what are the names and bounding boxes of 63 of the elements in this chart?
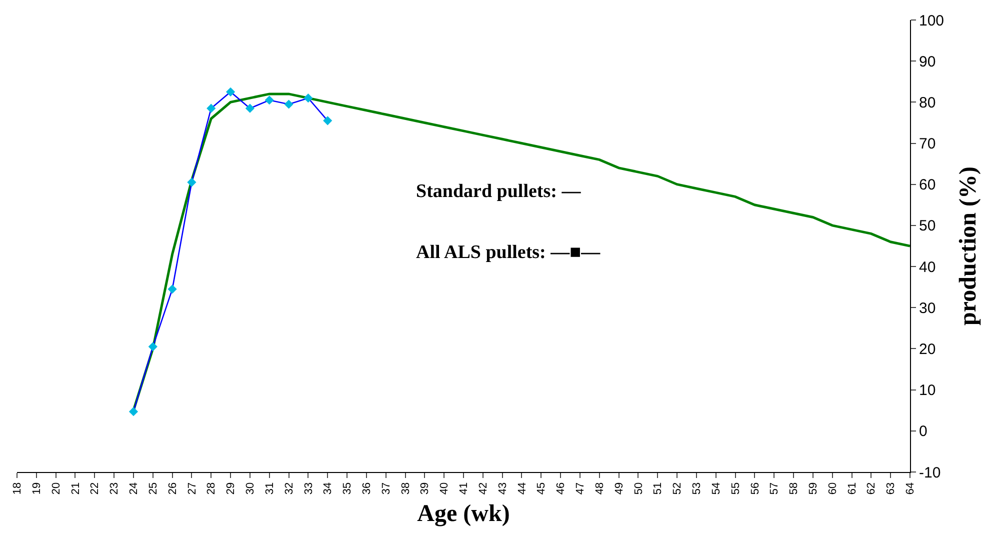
x-tick-label: 63 <box>885 482 898 495</box>
x-tick-label: 31 <box>264 482 276 495</box>
x-tick-label: 30 <box>244 482 257 495</box>
x-tick-label: 50 <box>632 482 645 495</box>
x-tick-label: 38 <box>400 482 412 495</box>
x-tick-label: 52 <box>672 482 684 495</box>
y-tick-label: 80 <box>919 94 936 112</box>
x-tick-label: 53 <box>691 482 704 495</box>
x-tick-label: 36 <box>361 482 374 495</box>
x-tick-label: 26 <box>166 482 179 495</box>
y-axis-title: production (%) <box>955 166 982 326</box>
y-tick-label: 60 <box>919 176 936 194</box>
x-axis-title: Age (wk) <box>417 500 510 527</box>
x-tick-label: 56 <box>749 482 762 495</box>
y-tick-label: 30 <box>919 300 936 317</box>
annotation: Standard pullets: — <box>416 181 582 202</box>
x-tick-label: 60 <box>826 482 839 495</box>
y-tick-label: 50 <box>919 218 936 235</box>
y-tick-label: 100 <box>919 12 944 30</box>
x-tick-label: 22 <box>89 482 102 495</box>
x-tick-label: 32 <box>283 482 296 495</box>
x-tick-label: 46 <box>555 482 568 495</box>
x-tick-label: 58 <box>788 482 800 495</box>
x-tick-label: 41 <box>458 482 470 495</box>
x-tick-label: 28 <box>206 482 218 495</box>
x-tick-label: 18 <box>12 482 24 495</box>
x-tick-label: 35 <box>342 482 354 495</box>
x-tick-label: 40 <box>438 482 451 495</box>
x-tick-label: 29 <box>225 482 238 495</box>
x-tick-label: 37 <box>380 482 392 495</box>
x-tick-label: 33 <box>302 482 315 495</box>
x-tick-label: 23 <box>108 482 121 495</box>
x-tick-label: 57 <box>768 482 781 495</box>
x-tick-label: 51 <box>652 482 664 495</box>
x-tick-label: 44 <box>516 482 528 495</box>
x-tick-label: 47 <box>574 482 587 495</box>
x-tick-label: 61 <box>846 482 858 495</box>
x-tick-label: 21 <box>70 482 82 495</box>
x-tick-label: 62 <box>866 482 878 495</box>
x-tick-label: 20 <box>50 482 62 495</box>
y-tick-label: 70 <box>919 136 936 153</box>
x-tick-label: 55 <box>730 482 742 495</box>
x-tick-label: 39 <box>419 482 432 495</box>
x-tick-label: 19 <box>30 482 43 495</box>
x-tick-label: 42 <box>477 482 490 495</box>
x-tick-label: 59 <box>808 482 820 495</box>
x-tick-label: 34 <box>322 482 334 495</box>
x-tick-label: 27 <box>186 482 198 495</box>
y-tick-label: 90 <box>919 53 936 70</box>
y-tick-label: 0 <box>919 423 928 440</box>
y-tick-label: 10 <box>919 382 936 400</box>
x-tick-label: 45 <box>536 482 548 495</box>
x-tick-label: 64 <box>904 482 917 495</box>
x-tick-label: 49 <box>613 482 626 495</box>
annotation: All ALS pullets: —■— <box>416 242 602 263</box>
x-tick-label: 25 <box>147 482 160 495</box>
x-tick-label: 43 <box>496 482 509 495</box>
y-tick-label: 40 <box>919 258 936 276</box>
x-tick-label: 24 <box>128 482 140 495</box>
y-tick-label: 20 <box>919 340 936 358</box>
y-tick-label: -10 <box>919 464 941 482</box>
x-tick-label: 48 <box>594 482 606 495</box>
x-tick-label: 54 <box>710 482 722 495</box>
